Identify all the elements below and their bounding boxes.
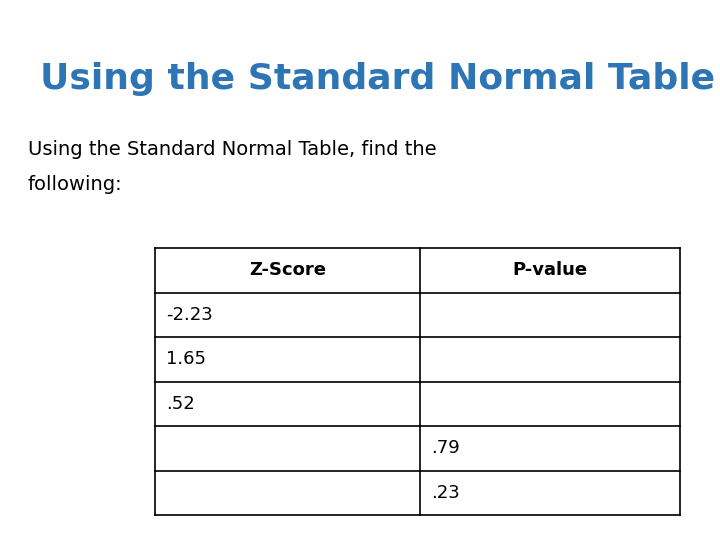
Text: P-value: P-value: [513, 261, 588, 279]
Text: Z-Score: Z-Score: [249, 261, 326, 279]
Text: following:: following:: [28, 175, 122, 194]
Text: .52: .52: [166, 395, 194, 413]
Text: .23: .23: [431, 484, 459, 502]
Text: -2.23: -2.23: [166, 306, 212, 324]
Text: Using the Standard Normal Table: Using the Standard Normal Table: [40, 62, 715, 96]
Text: .79: .79: [431, 439, 459, 457]
Text: Using the Standard Normal Table, find the: Using the Standard Normal Table, find th…: [28, 140, 436, 159]
Text: 1.65: 1.65: [166, 350, 206, 368]
